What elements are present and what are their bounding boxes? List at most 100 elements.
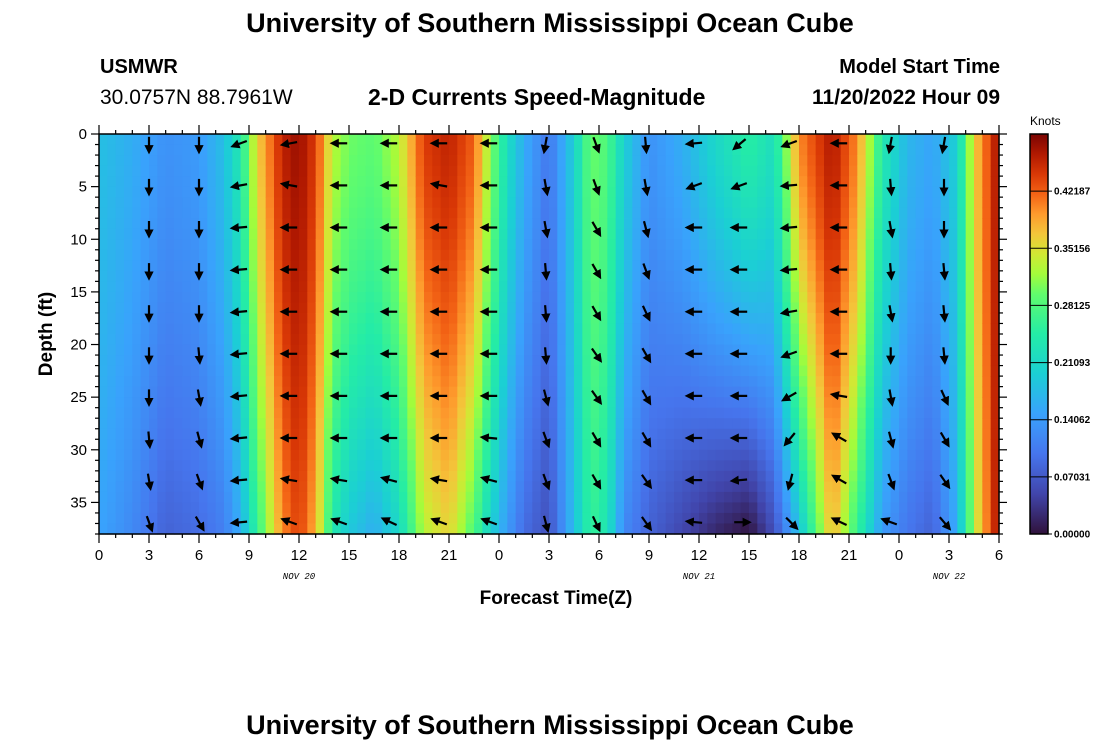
heatmap-cell	[749, 344, 758, 356]
heatmap-cell	[540, 376, 550, 388]
heatmap-cell	[307, 165, 317, 177]
heatmap-cell	[665, 239, 675, 251]
heatmap-cell	[574, 386, 583, 398]
heatmap-cell	[199, 512, 208, 525]
heatmap-cell	[432, 365, 442, 377]
heatmap-cell	[932, 228, 942, 240]
heatmap-cell	[574, 144, 583, 156]
heatmap-cell	[782, 249, 792, 261]
heatmap-cell	[115, 344, 125, 356]
heatmap-cell	[357, 197, 367, 209]
current-arrow	[939, 305, 949, 323]
heatmap-cell	[490, 260, 500, 272]
heatmap-cell	[582, 218, 592, 230]
heatmap-cell	[874, 239, 883, 251]
heatmap-cell	[215, 355, 225, 367]
x-tick-label: 6	[195, 547, 203, 564]
heatmap-cell	[957, 439, 967, 451]
heatmap-cell	[415, 260, 425, 272]
heatmap-cell	[807, 439, 817, 451]
heatmap-cell	[224, 134, 233, 146]
heatmap-cell	[840, 176, 850, 188]
heatmap-cell	[699, 334, 708, 346]
heatmap-cell	[924, 376, 933, 388]
heatmap-cell	[107, 523, 117, 535]
heatmap-cell	[982, 218, 992, 230]
heatmap-cell	[540, 207, 550, 219]
heatmap-cell	[374, 165, 383, 177]
heatmap-cell	[399, 449, 408, 461]
heatmap-cell	[832, 144, 842, 156]
heatmap-cell	[224, 249, 233, 261]
heatmap-cell	[774, 481, 783, 493]
heatmap-cell	[882, 165, 892, 177]
heatmap-cell	[424, 502, 433, 514]
heatmap-cell	[390, 344, 400, 356]
colorbar-tick-label: 0.14062	[1054, 415, 1091, 426]
heatmap-cell	[715, 376, 725, 388]
heatmap-cell	[765, 523, 775, 535]
heatmap-cell	[382, 439, 392, 451]
heatmap-cell	[615, 512, 625, 525]
heatmap-cell	[782, 355, 792, 367]
heatmap-cell	[815, 281, 825, 293]
heatmap-cell	[174, 249, 183, 261]
heatmap-cell	[915, 512, 925, 525]
heatmap-cell	[415, 407, 425, 419]
heatmap-cell	[765, 323, 775, 335]
heatmap-cell	[707, 449, 717, 461]
heatmap-cell	[890, 291, 900, 304]
heatmap-cell	[574, 460, 583, 472]
heatmap-cell	[249, 376, 258, 388]
heatmap-cell	[482, 355, 492, 367]
heatmap-cell	[182, 365, 192, 377]
heatmap-cell	[690, 207, 700, 219]
heatmap-cell	[907, 323, 917, 335]
heatmap-cell	[815, 523, 825, 535]
heatmap-cell	[815, 418, 825, 430]
heatmap-cell	[882, 197, 892, 209]
heatmap-cell	[474, 239, 483, 251]
heatmap-cell	[932, 323, 942, 335]
heatmap-cell	[699, 186, 708, 198]
heatmap-cell	[524, 470, 533, 482]
heatmap-cell	[807, 460, 817, 472]
heatmap-cell	[315, 197, 325, 209]
heatmap-cell	[590, 260, 600, 272]
heatmap-cell	[507, 249, 517, 261]
heatmap-cell	[782, 334, 792, 346]
heatmap-cell	[424, 260, 433, 272]
heatmap-cell	[749, 134, 758, 146]
heatmap-cell	[490, 439, 500, 451]
heatmap-cell	[507, 407, 517, 419]
heatmap-cell	[924, 512, 933, 525]
heatmap-cell	[757, 281, 767, 293]
heatmap-cell	[407, 281, 417, 293]
heatmap-cell	[474, 439, 483, 451]
heatmap-cell	[907, 502, 917, 514]
heatmap-cell	[949, 386, 958, 398]
heatmap-cell	[299, 470, 308, 482]
heatmap-cell	[640, 365, 650, 377]
heatmap-cell	[440, 260, 450, 272]
heatmap-cell	[474, 397, 483, 409]
heatmap-cell	[957, 281, 967, 293]
current-arrow	[785, 473, 795, 491]
heatmap-cell	[265, 491, 275, 504]
heatmap-cell	[649, 281, 658, 293]
heatmap-cell	[782, 470, 792, 482]
heatmap-cell	[415, 144, 425, 156]
heatmap-cell	[774, 144, 783, 156]
heatmap-cell	[557, 228, 567, 240]
heatmap-cell	[165, 323, 175, 335]
heatmap-cell	[849, 523, 858, 535]
heatmap-cell	[749, 470, 758, 482]
heatmap-cell	[574, 523, 583, 535]
heatmap-cell	[449, 323, 458, 335]
heatmap-cell	[740, 481, 750, 493]
heatmap-cell	[299, 302, 308, 314]
heatmap-cell	[115, 439, 125, 451]
heatmap-cell	[149, 134, 158, 146]
heatmap-cell	[915, 260, 925, 272]
heatmap-cell	[707, 439, 717, 451]
